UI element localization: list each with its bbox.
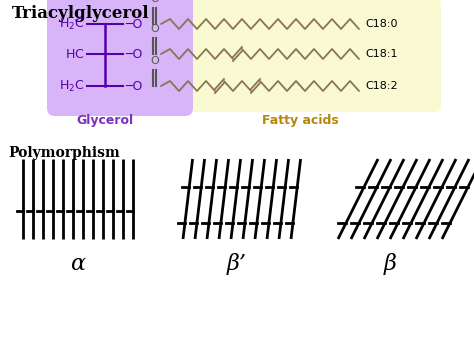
Text: $\mathregular{HC}$: $\mathregular{HC}$ bbox=[65, 47, 85, 61]
Text: C18:2: C18:2 bbox=[365, 81, 398, 91]
Text: ─O: ─O bbox=[125, 47, 142, 61]
Text: O: O bbox=[150, 0, 159, 4]
Text: C18:1: C18:1 bbox=[365, 49, 398, 59]
Text: Glycerol: Glycerol bbox=[76, 114, 134, 127]
Text: Polymorphism: Polymorphism bbox=[8, 146, 120, 160]
Text: $\mathregular{H_2C}$: $\mathregular{H_2C}$ bbox=[59, 79, 85, 93]
Text: C18:0: C18:0 bbox=[365, 19, 398, 29]
Text: Triacylglycerol: Triacylglycerol bbox=[12, 5, 150, 22]
Text: β: β bbox=[383, 253, 396, 275]
Text: ─O: ─O bbox=[125, 17, 142, 30]
Text: β’: β’ bbox=[227, 253, 247, 275]
FancyBboxPatch shape bbox=[164, 0, 441, 112]
Text: O: O bbox=[150, 24, 159, 34]
FancyBboxPatch shape bbox=[47, 0, 193, 116]
Text: O: O bbox=[150, 56, 159, 66]
Text: ─O: ─O bbox=[125, 80, 142, 92]
Text: Fatty acids: Fatty acids bbox=[262, 114, 338, 127]
Text: α: α bbox=[71, 253, 85, 275]
Text: $\mathregular{H_2C}$: $\mathregular{H_2C}$ bbox=[59, 16, 85, 32]
